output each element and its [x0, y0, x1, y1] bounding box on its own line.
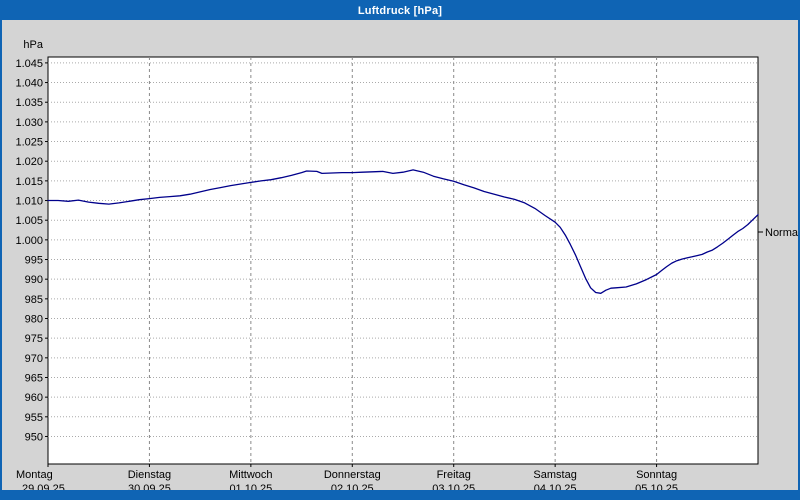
y-tick-label: 950	[25, 431, 43, 443]
y-tick-label: 985	[25, 294, 43, 306]
y-tick-label: 990	[25, 274, 43, 286]
y-tick-label: 965	[25, 372, 43, 384]
y-tick-label: 980	[25, 314, 43, 326]
y-tick-label: 970	[25, 353, 43, 365]
normal-annotation-label: Normal	[765, 227, 798, 239]
y-tick-label: 1.005	[15, 215, 43, 227]
x-date-label: 30.09.25	[128, 483, 171, 490]
x-day-label: Montag	[16, 469, 53, 481]
y-tick-label: 1.010	[15, 196, 43, 208]
x-date-label: 01.10.25	[229, 483, 272, 490]
x-day-label: Freitag	[437, 469, 471, 481]
x-date-label: 03.10.25	[432, 483, 475, 490]
window-title: Luftdruck [hPa]	[357, 5, 443, 17]
x-date-label: 29.09.25	[22, 483, 65, 490]
x-day-label: Samstag	[533, 469, 576, 481]
y-tick-label: 1.000	[15, 235, 43, 247]
x-date-label: 04.10.25	[534, 483, 577, 490]
y-tick-label: 995	[25, 255, 43, 267]
plot-background	[47, 56, 759, 465]
x-date-label: 05.10.25	[635, 483, 678, 490]
y-tick-label: 1.040	[15, 78, 43, 90]
y-tick-label: 1.045	[15, 58, 43, 70]
y-tick-label: 955	[25, 412, 43, 424]
y-tick-label: 960	[25, 392, 43, 404]
y-unit-label: hPa	[23, 39, 43, 51]
title-bar: Luftdruck [hPa]	[2, 2, 798, 20]
y-tick-label: 1.030	[15, 117, 43, 129]
y-tick-label: 1.020	[15, 156, 43, 168]
y-tick-label: 1.015	[15, 176, 43, 188]
x-date-label: 02.10.25	[331, 483, 374, 490]
x-day-label: Sonntag	[636, 469, 677, 481]
x-day-label: Dienstag	[128, 469, 171, 481]
bottom-frame-bar	[2, 490, 798, 498]
y-tick-label: 975	[25, 333, 43, 345]
pressure-curve	[47, 169, 759, 294]
x-day-label: Donnerstag	[324, 469, 381, 481]
chart-area: 1.045 1.040 1.035 1.030 1.025 1.020 1.015 1.010…	[2, 20, 798, 495]
x-day-label: Mittwoch	[229, 469, 272, 481]
y-tick-label: 1.035	[15, 97, 43, 109]
y-tick-label: 1.025	[15, 137, 43, 149]
pressure-chart: 1.045 1.040 1.035 1.030 1.025 1.020 1.015 1.010…	[15, 39, 798, 495]
